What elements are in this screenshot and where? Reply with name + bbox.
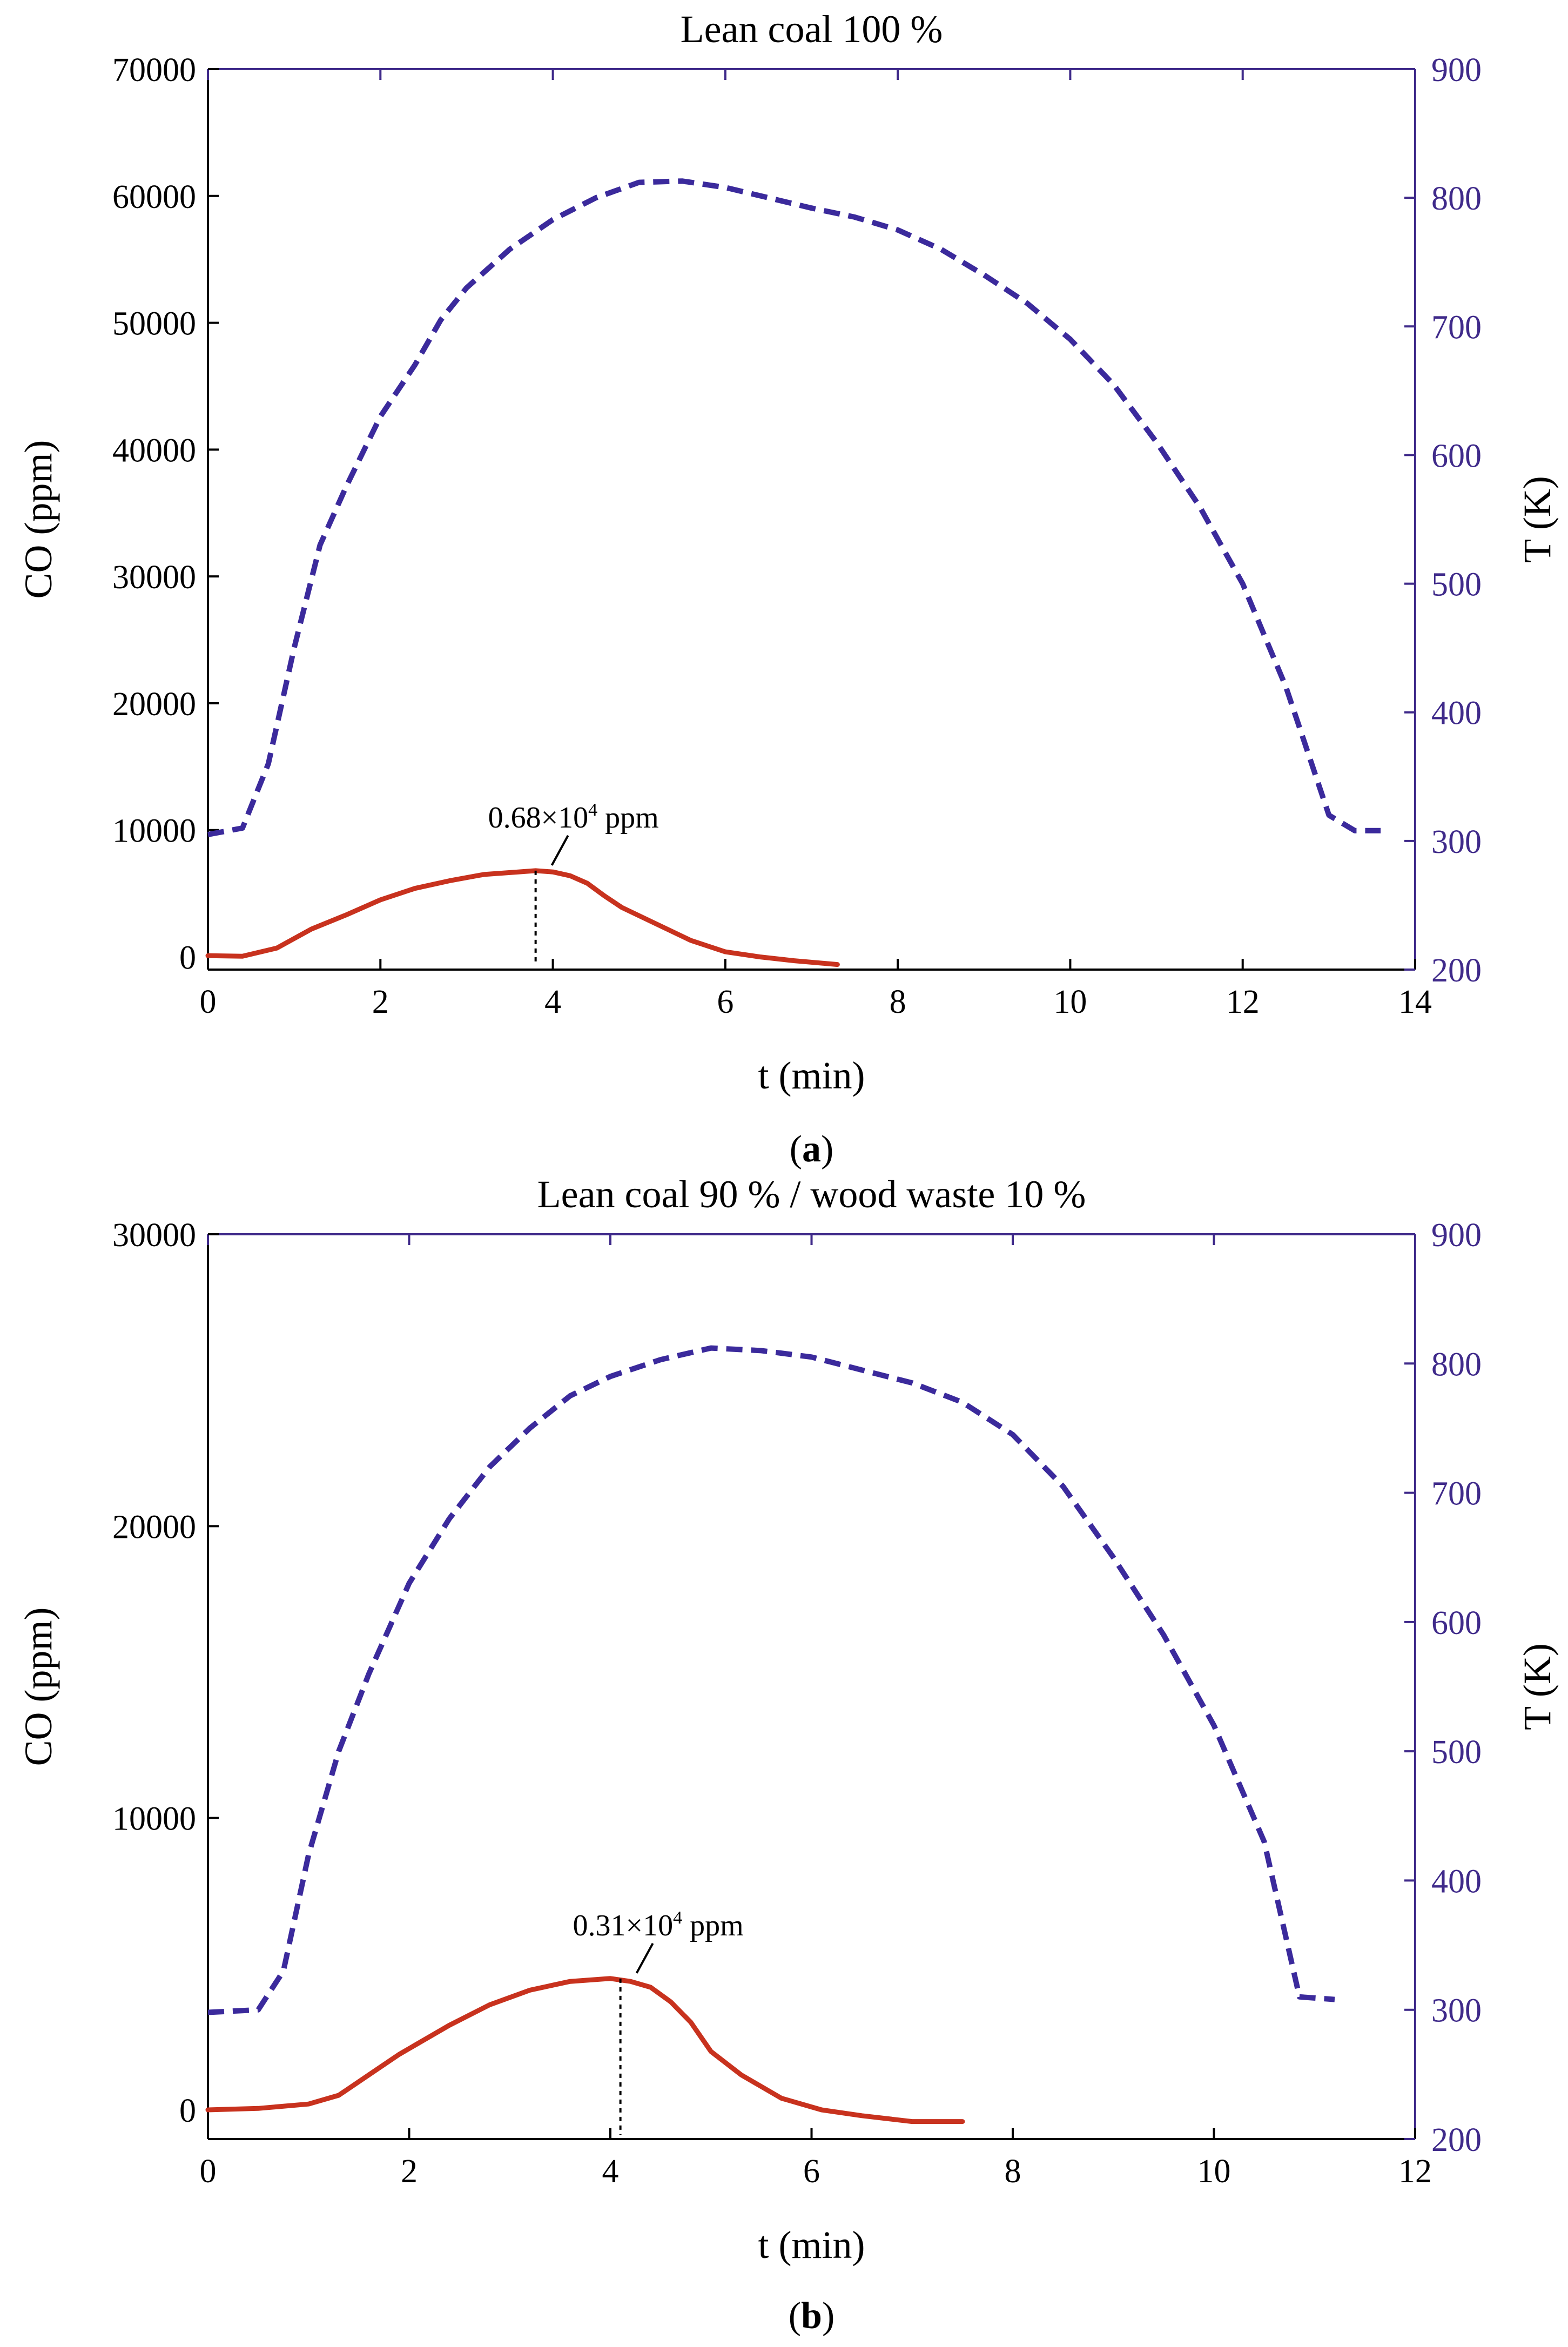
x-tick-label: 8: [890, 984, 906, 1020]
x-tick-label: 2: [401, 2153, 418, 2190]
panel-label: (b): [789, 2295, 835, 2337]
chart-title: Lean coal 90 % / wood waste 10 %: [537, 1173, 1086, 1216]
y-right-axis-label: T (K): [1516, 476, 1559, 563]
y-tick-label: 20000: [112, 1509, 196, 1545]
y-right-tick-label: 600: [1431, 1605, 1482, 1642]
series-line-co: [205, 868, 840, 967]
peak-annotation: 0.68×104 ppm: [488, 800, 659, 835]
x-tick-label: 14: [1398, 984, 1432, 1020]
y-tick-label: 70000: [112, 52, 196, 89]
y-axis-label: CO (ppm): [17, 1608, 60, 1766]
x-tick-label: 2: [372, 984, 389, 1020]
y-right-tick-label: 500: [1431, 1734, 1482, 1771]
x-tick-label: 6: [717, 984, 733, 1020]
y-tick-label: 30000: [112, 1217, 196, 1254]
peak-annotation: 0.31×104 ppm: [573, 1908, 744, 1942]
y-right-tick-label: 700: [1431, 1476, 1482, 1512]
y-right-tick-label: 900: [1431, 52, 1482, 89]
y-right-tick-label: 800: [1431, 1346, 1482, 1383]
y-right-tick-label: 500: [1431, 567, 1482, 603]
y-right-tick-label: 200: [1431, 2122, 1482, 2158]
x-tick-label: 0: [200, 984, 217, 1020]
y-right-tick-label: 600: [1431, 438, 1482, 474]
y-right-tick-label: 900: [1431, 1217, 1482, 1254]
y-tick-label: 0: [179, 940, 196, 977]
y-axis-label: CO (ppm): [17, 440, 60, 599]
x-axis-label: t (min): [758, 1054, 865, 1097]
x-axis-label: t (min): [758, 2223, 865, 2267]
series-line-co: [205, 1976, 965, 2124]
x-tick-label: 12: [1398, 2153, 1432, 2190]
x-tick-label: 10: [1197, 2153, 1231, 2190]
y-tick-label: 30000: [112, 559, 196, 596]
y-right-tick-label: 800: [1431, 180, 1482, 217]
y-tick-label: 0: [179, 2093, 196, 2129]
annotation-leader: [550, 835, 569, 866]
y-tick-label: 40000: [112, 432, 196, 469]
x-tick-label: 0: [200, 2153, 217, 2190]
y-right-tick-label: 200: [1431, 952, 1482, 989]
x-tick-label: 6: [803, 2153, 820, 2190]
y-right-tick-label: 300: [1431, 1993, 1482, 2029]
x-tick-label: 8: [1005, 2153, 1021, 2190]
x-tick-label: 10: [1053, 984, 1087, 1020]
y-tick-label: 50000: [112, 306, 196, 342]
x-tick-label: 12: [1226, 984, 1260, 1020]
y-tick-label: 60000: [112, 179, 196, 216]
chart-title: Lean coal 100 %: [681, 8, 943, 51]
chart-panel-b: Lean coal 90 % / wood waste 10 % 0 2 4 6 8 10 1…: [17, 1173, 1559, 2337]
y-tick-label: 20000: [112, 686, 196, 723]
series-line-t: [207, 178, 1381, 837]
y-right-tick-label: 400: [1431, 695, 1482, 732]
y-right-tick-label: 700: [1431, 309, 1482, 346]
y-right-tick-label: 400: [1431, 1863, 1482, 1900]
y-tick-label: 10000: [112, 813, 196, 850]
y-right-axis-label: T (K): [1516, 1643, 1559, 1730]
y-tick-label: 10000: [112, 1801, 196, 1838]
annotation-leader: [635, 1942, 654, 1974]
x-tick-label: 4: [602, 2153, 619, 2190]
y-right-tick-label: 300: [1431, 824, 1482, 860]
panel-label: (a): [790, 1128, 834, 1170]
series-line-t: [207, 1345, 1335, 2015]
chart-panel-a: Lean coal 100 % 0 2 4 6 8 10 12 14 0 10000 20000 300…: [17, 8, 1559, 1170]
x-tick-label: 4: [544, 984, 561, 1020]
